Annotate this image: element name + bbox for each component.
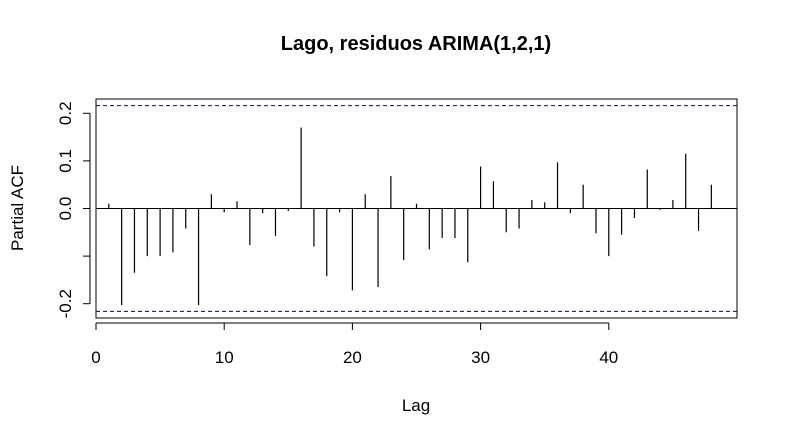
x-axis: 0 10 20 30 40 xyxy=(91,322,618,367)
x-tick-label-0: 0 xyxy=(91,348,100,367)
y-tick-label-3: 0.1 xyxy=(56,149,75,173)
pacf-bars xyxy=(108,127,712,306)
chart-title: Lago, residuos ARIMA(1,2,1) xyxy=(281,33,551,55)
y-tick-label-2: 0.0 xyxy=(56,197,75,221)
x-tick-label-30: 30 xyxy=(471,348,490,367)
y-axis: -0.2 0.0 0.1 0.2 xyxy=(56,101,91,318)
y-axis-label: Partial ACF xyxy=(8,165,27,251)
x-tick-label-40: 40 xyxy=(599,348,618,367)
confidence-bounds xyxy=(96,105,737,312)
x-axis-label: Lag xyxy=(402,396,430,415)
x-tick-label-20: 20 xyxy=(343,348,362,367)
y-tick-label-4: 0.2 xyxy=(56,101,75,125)
y-tick-label-0: -0.2 xyxy=(56,289,75,318)
x-tick-label-10: 10 xyxy=(215,348,234,367)
